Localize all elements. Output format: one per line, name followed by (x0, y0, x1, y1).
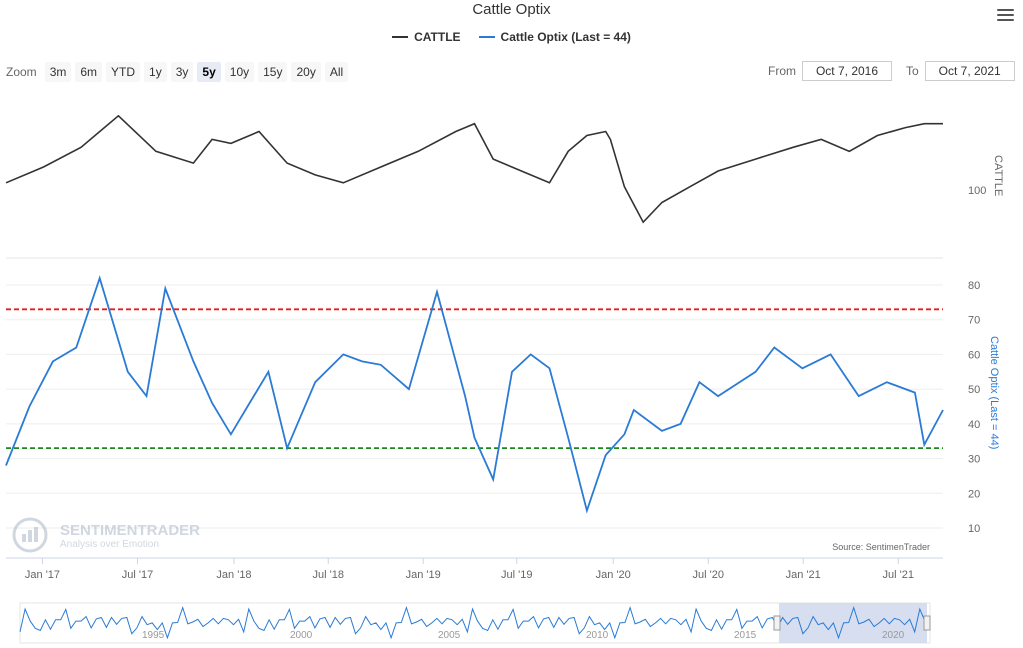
optix-y-tick-label: 20 (968, 488, 980, 500)
navigator-right-handle[interactable] (923, 615, 931, 631)
price-pane: 100 CATTLE (5, 114, 1004, 224)
navigator[interactable]: 1995 2000 2005 2010 2015 2020 (19, 602, 931, 644)
x-axis-tick-label: Jul '17 (122, 569, 153, 581)
range-to-input[interactable] (924, 61, 1015, 81)
sentimentrader-watermark: SENTIMENTRADER Analysis over Emotion (12, 517, 200, 553)
zoom-label: Zoom (6, 65, 37, 79)
legend-label-optix: Cattle Optix (Last = 44) (500, 30, 631, 44)
watermark-bar-icon (22, 534, 26, 542)
x-axis-tick-label: Jul '18 (313, 569, 344, 581)
zoom-10y-button[interactable]: 10y (224, 62, 255, 82)
legend-item-optix[interactable]: Cattle Optix (Last = 44) (478, 30, 631, 44)
navigator-year-labels: 1995 2000 2005 2010 2015 2020 (142, 630, 905, 641)
range-from-input[interactable] (802, 61, 892, 81)
navigator-left-handle[interactable] (773, 615, 781, 631)
optix-y-tick-label: 70 (968, 315, 980, 327)
navigator-series-line (19, 605, 931, 640)
x-axis-tick-label: Jul '19 (501, 569, 532, 581)
range-from: From (768, 61, 892, 81)
x-axis-ticks: Jan '17 Jul '17 Jan '18 Jul '18 Jan '19 Jul '… (25, 558, 914, 581)
navigator-year-label: 2010 (586, 630, 609, 641)
range-from-label: From (768, 64, 796, 78)
zoom-bar: Zoom 3m 6m YTD 1y 3y 5y 10y 15y 20y All (6, 62, 349, 82)
zoom-15y-button[interactable]: 15y (258, 62, 288, 82)
price-y-tick-label: 100 (968, 185, 986, 197)
price-axis-title: CATTLE (992, 155, 1004, 196)
optix-y-tick-label: 30 (968, 454, 980, 466)
x-axis-tick-label: Jan '18 (216, 569, 251, 581)
x-axis-tick-label: Jul '20 (693, 569, 724, 581)
optix-y-tick-label: 10 (968, 523, 980, 535)
navigator-year-label: 2005 (438, 630, 461, 641)
optix-pane: 10 20 30 40 50 60 70 80 Cattle Optix (Last = 44… (5, 275, 1000, 535)
legend: CATTLE Cattle Optix (Last = 44) (0, 30, 1023, 44)
navigator-year-label: 2015 (734, 630, 757, 641)
optix-gridlines (6, 284, 943, 529)
navigator-selected-range[interactable] (779, 603, 927, 643)
optix-y-tick-label: 50 (968, 384, 980, 396)
optix-y-ticks: 10 20 30 40 50 60 70 80 (968, 280, 980, 535)
source-credit: Source: SentimenTrader (832, 542, 930, 552)
legend-label-cattle: CATTLE (414, 30, 461, 44)
cattle-price-line (5, 114, 943, 224)
cattle-optix-line (5, 275, 944, 514)
zoom-6m-button[interactable]: 6m (75, 62, 103, 82)
navigator-year-label: 2020 (882, 630, 905, 641)
watermark-logo-icon (12, 517, 48, 553)
navigator-year-label: 2000 (290, 630, 313, 641)
hamburger-menu-icon[interactable] (997, 9, 1014, 23)
watermark-tagline: Analysis over Emotion (60, 539, 159, 550)
range-to: To (906, 61, 1015, 81)
x-axis-tick-label: Jan '17 (25, 569, 60, 581)
zoom-20y-button[interactable]: 20y (291, 62, 321, 82)
x-axis-tick-label: Jan '21 (786, 569, 821, 581)
zoom-5y-button[interactable]: 5y (197, 62, 221, 82)
legend-swatch-optix (478, 36, 495, 38)
watermark-bar-icon (28, 530, 32, 542)
watermark-name: SENTIMENTRADER (60, 522, 200, 539)
zoom-ytd-button[interactable]: YTD (106, 62, 141, 82)
zoom-3m-button[interactable]: 3m (44, 62, 72, 82)
optix-axis-title: Cattle Optix (Last = 44) (988, 336, 1000, 449)
optix-y-tick-label: 80 (968, 280, 980, 292)
zoom-1y-button[interactable]: 1y (144, 62, 167, 82)
x-axis-tick-label: Jan '20 (596, 569, 631, 581)
optix-y-tick-label: 60 (968, 349, 980, 361)
navigator-year-label: 1995 (142, 630, 165, 641)
legend-item-cattle[interactable]: CATTLE (392, 30, 461, 44)
watermark-bar-icon (34, 527, 38, 542)
x-axis-tick-label: Jan '19 (406, 569, 441, 581)
x-axis-tick-label: Jul '21 (883, 569, 914, 581)
zoom-all-button[interactable]: All (324, 62, 349, 82)
navigator-background (19, 602, 931, 644)
chart-title: Cattle Optix (472, 1, 551, 18)
legend-swatch-cattle (392, 36, 409, 38)
range-to-label: To (906, 64, 919, 78)
optix-y-tick-label: 40 (968, 419, 980, 431)
zoom-3y-button[interactable]: 3y (170, 62, 194, 82)
